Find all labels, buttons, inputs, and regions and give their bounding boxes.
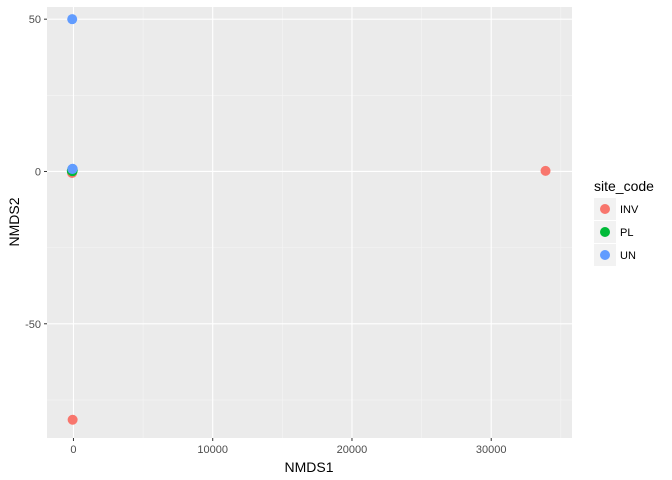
legend-items: INV PL UN [594,198,639,266]
legend-label-pl: PL [620,227,633,239]
legend-label-un: UN [620,250,636,262]
grid-minor [47,7,572,438]
x-axis-ticks: 0 10000 20000 30000 [70,438,507,456]
legend-label-inv: INV [620,204,639,216]
data-points [66,14,551,425]
x-tick-label: 20000 [337,444,368,456]
x-tick-label: 30000 [476,444,507,456]
x-tick-label: 0 [70,444,76,456]
y-axis-ticks: -50 0 50 [25,14,47,331]
point-inv [67,414,78,425]
y-tick-label: 50 [29,14,41,26]
plot-panel [47,7,572,438]
y-tick-label: 0 [35,166,41,178]
grid-major [47,7,572,438]
y-tick-label: -50 [25,319,41,331]
point-un [67,14,78,25]
point-un [67,163,78,174]
legend-title: site_code [594,178,654,194]
legend-key-pl [600,227,610,237]
legend-key-inv [600,204,610,214]
y-axis-title: NMDS2 [6,197,22,246]
x-axis-title: NMDS1 [284,459,333,475]
point-inv [540,165,551,176]
legend: site_code INV PL UN [594,178,654,266]
legend-key-un [600,250,610,260]
x-tick-label: 10000 [197,444,228,456]
